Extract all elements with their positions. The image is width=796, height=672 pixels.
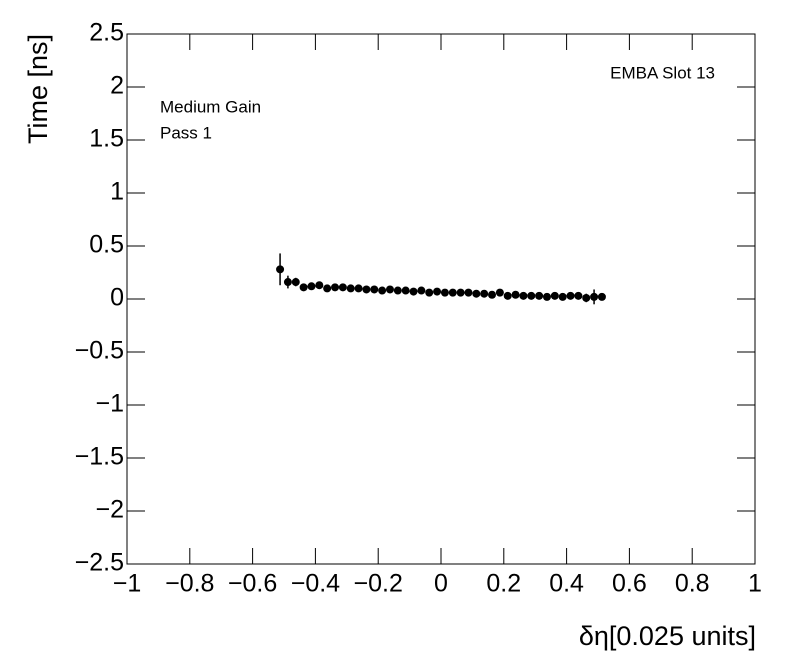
data-point bbox=[362, 285, 371, 294]
y-tick-label: −1.5 bbox=[75, 443, 124, 471]
data-point bbox=[511, 290, 520, 299]
data-point bbox=[354, 284, 363, 293]
y-tick-label: −2 bbox=[95, 496, 124, 524]
x-tick-label: 0.6 bbox=[612, 570, 647, 598]
data-point bbox=[519, 291, 528, 300]
data-point bbox=[542, 292, 551, 301]
data-point bbox=[464, 288, 473, 297]
data-point bbox=[331, 283, 340, 292]
y-tick-label: −1 bbox=[95, 390, 124, 418]
annotation: EMBA Slot 13 bbox=[610, 63, 715, 82]
y-tick-label: 1.5 bbox=[89, 125, 124, 153]
data-point bbox=[590, 292, 599, 301]
data-point bbox=[574, 291, 583, 300]
data-point bbox=[472, 289, 481, 298]
x-tick-label: 0.4 bbox=[549, 570, 584, 598]
data-point bbox=[307, 282, 316, 291]
data-point bbox=[401, 286, 410, 295]
data-point bbox=[425, 288, 434, 297]
data-point bbox=[323, 284, 332, 293]
x-axis-title: δη[0.025 units] bbox=[579, 621, 756, 651]
y-tick-label: −0.5 bbox=[75, 337, 124, 365]
data-point bbox=[488, 290, 497, 299]
data-point bbox=[315, 281, 324, 290]
y-tick-label: 0 bbox=[110, 284, 124, 312]
data-point bbox=[448, 288, 457, 297]
data-point bbox=[338, 283, 347, 292]
data-point bbox=[440, 288, 449, 297]
data-point bbox=[456, 288, 465, 297]
y-tick-label: 0.5 bbox=[89, 231, 124, 259]
data-point bbox=[550, 291, 559, 300]
x-tick-label: 0 bbox=[434, 570, 448, 598]
x-tick-label: 1 bbox=[748, 570, 762, 598]
data-point bbox=[597, 292, 606, 301]
y-tick-label: 2 bbox=[110, 72, 124, 100]
data-point bbox=[370, 285, 379, 294]
data-point bbox=[558, 292, 567, 301]
data-point bbox=[480, 289, 489, 298]
annotation: Medium Gain bbox=[160, 97, 261, 116]
data-point bbox=[495, 288, 504, 297]
data-point bbox=[417, 286, 426, 295]
data-point bbox=[393, 286, 402, 295]
data-point bbox=[566, 291, 575, 300]
data-point bbox=[503, 291, 512, 300]
y-tick-label: 1 bbox=[110, 178, 124, 206]
data-point bbox=[535, 291, 544, 300]
data-point bbox=[409, 287, 418, 296]
data-point bbox=[433, 287, 442, 296]
data-point bbox=[378, 286, 387, 295]
annotation: Pass 1 bbox=[160, 123, 212, 142]
data-point bbox=[582, 293, 591, 302]
x-tick-label: 0.2 bbox=[486, 570, 521, 598]
data-point bbox=[276, 265, 285, 274]
data-point bbox=[299, 283, 308, 292]
data-point bbox=[346, 284, 355, 293]
data-point bbox=[385, 285, 394, 294]
data-point bbox=[291, 278, 300, 287]
x-tick-label: 0.8 bbox=[675, 570, 710, 598]
x-tick-label: −0.4 bbox=[291, 570, 340, 598]
x-tick-label: −0.6 bbox=[228, 570, 277, 598]
data-point bbox=[283, 278, 292, 287]
x-tick-label: −1 bbox=[113, 570, 142, 598]
x-tick-label: −0.8 bbox=[165, 570, 214, 598]
y-tick-label: 2.5 bbox=[89, 19, 124, 47]
y-tick-label: −2.5 bbox=[75, 549, 124, 577]
data-point bbox=[527, 291, 536, 300]
x-tick-label: −0.2 bbox=[354, 570, 403, 598]
y-axis-title: Time [ns] bbox=[23, 34, 53, 144]
